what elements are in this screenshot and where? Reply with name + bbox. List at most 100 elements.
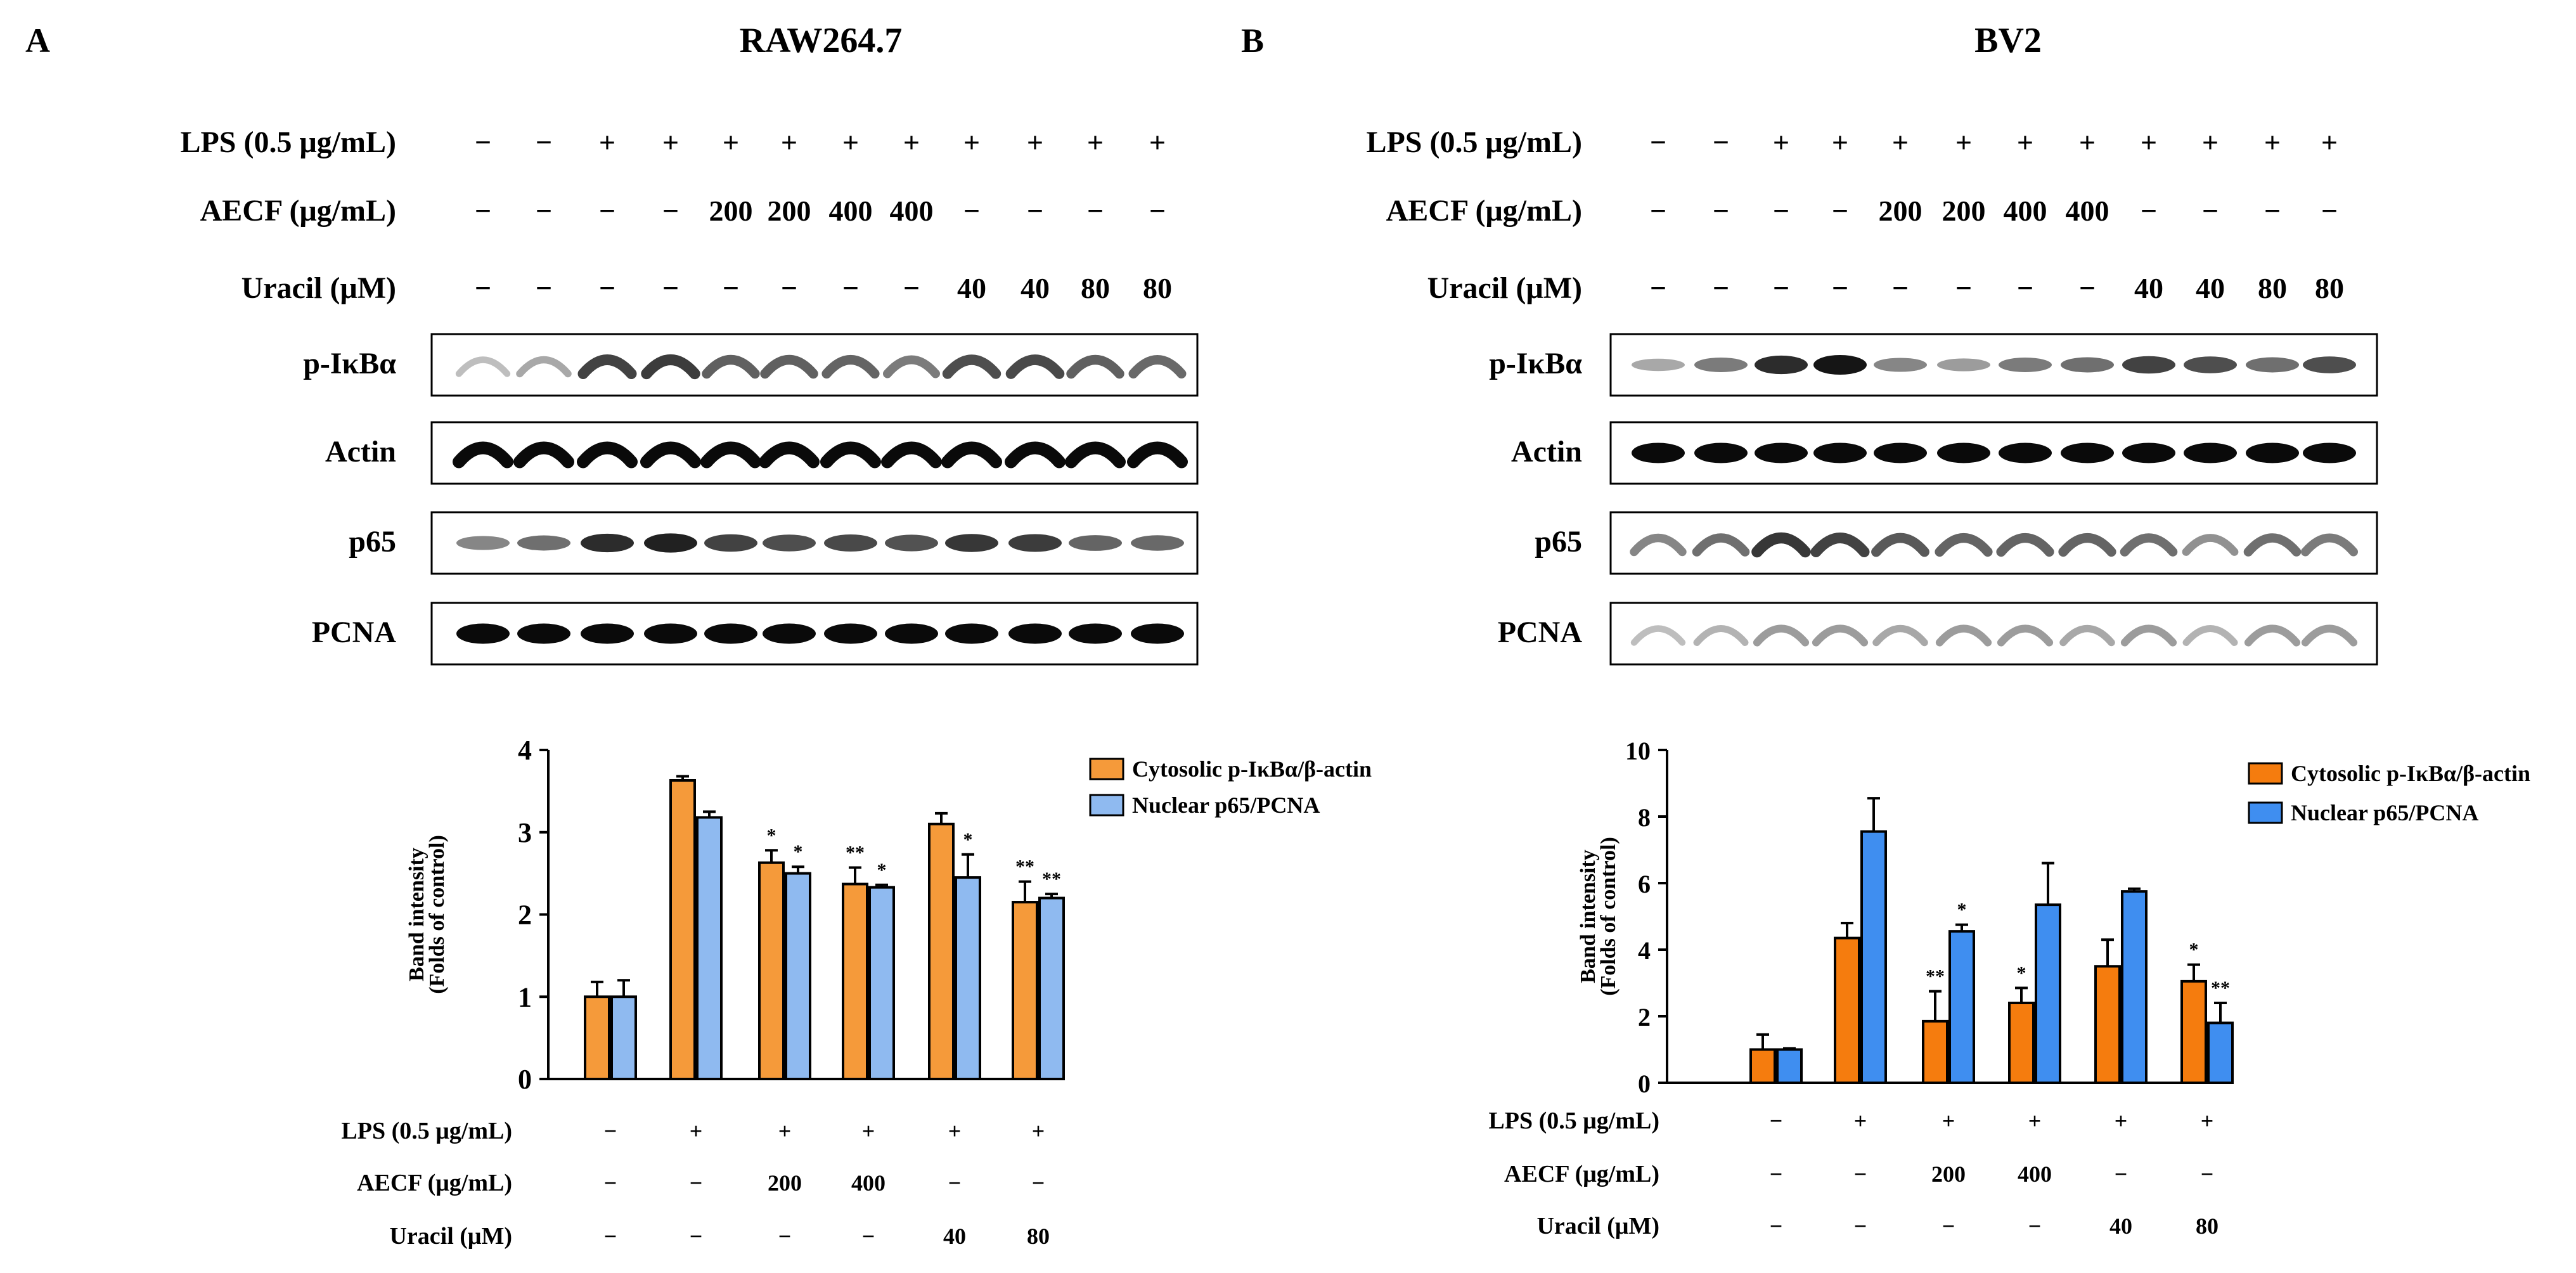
blot-band <box>941 441 1002 468</box>
blot-band <box>1874 443 1927 463</box>
blot-band <box>945 534 998 552</box>
condition-value: − <box>2141 195 2157 227</box>
blot-band <box>763 534 816 552</box>
condition-label: LPS (0.5 μg/mL) <box>180 126 396 159</box>
bar <box>1038 896 1065 1081</box>
condition-value: − <box>1713 195 1729 227</box>
condition-value: + <box>2115 1108 2128 1134</box>
blot-band <box>1999 443 2052 463</box>
condition-value: + <box>903 126 920 158</box>
condition-value: + <box>1027 126 1043 158</box>
condition-value: − <box>604 1170 617 1196</box>
condition-value: − <box>1087 195 1104 227</box>
blot-band <box>1812 624 1869 647</box>
significance-mark: * <box>2189 940 2199 960</box>
condition-value: 400 <box>851 1170 886 1196</box>
condition-value: − <box>1770 1161 1783 1187</box>
condition-value: 80 <box>2196 1213 2219 1239</box>
legend-label: Nuclear p65/PCNA <box>2291 800 2478 825</box>
significance-mark: * <box>963 829 973 850</box>
condition-value: − <box>948 1170 962 1196</box>
blot-label: Actin <box>1511 435 1582 468</box>
blot-band <box>2184 356 2237 373</box>
blot-band <box>2122 443 2175 463</box>
panel-title-b: BV2 <box>1974 21 2042 60</box>
condition-label: AECF (μg/mL) <box>1504 1161 1659 1187</box>
y-tick-label: 2 <box>518 900 532 931</box>
blot-band <box>1874 358 1927 372</box>
blot-band <box>1632 358 1685 372</box>
condition-value: 80 <box>1143 272 1172 304</box>
condition-value: − <box>1027 195 1043 227</box>
condition-value: − <box>1149 195 1166 227</box>
condition-label: Uracil (μM) <box>389 1223 512 1250</box>
blot-label: PCNA <box>312 616 397 649</box>
bar <box>610 995 637 1080</box>
condition-value: − <box>903 272 920 304</box>
condition-value: − <box>690 1224 703 1249</box>
condition-value: 40 <box>2109 1213 2132 1239</box>
significance-mark: * <box>767 825 776 846</box>
blot-band <box>2120 624 2177 647</box>
bar <box>928 822 955 1081</box>
condition-value: − <box>1650 126 1666 158</box>
condition-value: − <box>536 126 552 158</box>
condition-value: − <box>842 272 859 304</box>
y-tick-label: 1 <box>518 981 532 1012</box>
condition-value: − <box>599 272 615 304</box>
condition-value: − <box>1832 272 1848 304</box>
blot-band <box>942 354 1001 379</box>
condition-value: 200 <box>1879 195 1922 227</box>
bar <box>584 995 610 1080</box>
blot-band <box>2301 624 2358 647</box>
condition-value: 400 <box>829 195 873 227</box>
condition-value: − <box>781 272 797 304</box>
condition-value: + <box>778 1118 792 1144</box>
bar <box>758 861 785 1080</box>
condition-value: − <box>690 1170 703 1196</box>
condition-value: − <box>536 195 552 227</box>
condition-value: + <box>1773 126 1789 158</box>
condition-value: 200 <box>709 195 753 227</box>
condition-value: − <box>1832 195 1848 227</box>
blot-band <box>581 533 634 553</box>
condition-value: − <box>604 1118 617 1144</box>
blot-band <box>2303 443 2356 463</box>
condition-value: − <box>604 1224 617 1249</box>
y-tick-label: 4 <box>518 735 532 766</box>
condition-value: − <box>963 195 980 227</box>
blot-band <box>1937 443 1990 463</box>
y-axis-label: (Folds of control) <box>1597 837 1620 996</box>
blot-band <box>1753 624 1810 647</box>
condition-value: − <box>662 272 679 304</box>
condition-label: LPS (0.5 μg/mL) <box>341 1118 512 1144</box>
condition-value: + <box>1832 126 1848 158</box>
blot-band <box>517 535 570 551</box>
blot-band <box>824 534 877 552</box>
blot-band <box>513 441 574 468</box>
western-blot-panel-a: LPS (0.5 μg/mL) − − + + + + + + + + + + AECF (μg/mL) −… <box>180 126 1199 666</box>
blot-band <box>516 356 572 378</box>
condition-value: 40 <box>2134 272 2163 304</box>
blot-band <box>2301 533 2358 557</box>
blot-band <box>2303 356 2356 373</box>
blot-label: p-IκBα <box>1489 347 1582 380</box>
blot-band <box>644 623 697 644</box>
condition-value: 400 <box>890 195 934 227</box>
blot-band <box>1751 532 1811 558</box>
blot-band <box>1935 533 1993 557</box>
condition-value: 40 <box>1021 272 1050 304</box>
condition-value: + <box>2017 126 2033 158</box>
blot-band <box>644 533 697 553</box>
condition-value: + <box>599 126 615 158</box>
bar <box>868 886 895 1080</box>
blot-band <box>1632 443 1685 463</box>
condition-value: + <box>690 1118 703 1144</box>
y-tick-label: 0 <box>518 1064 532 1095</box>
panel-letter-b: B <box>1241 22 1264 60</box>
blot-label: p65 <box>1535 525 1582 559</box>
blot-band <box>885 623 938 644</box>
condition-value: 80 <box>1081 272 1110 304</box>
significance-mark: ** <box>1015 856 1034 877</box>
